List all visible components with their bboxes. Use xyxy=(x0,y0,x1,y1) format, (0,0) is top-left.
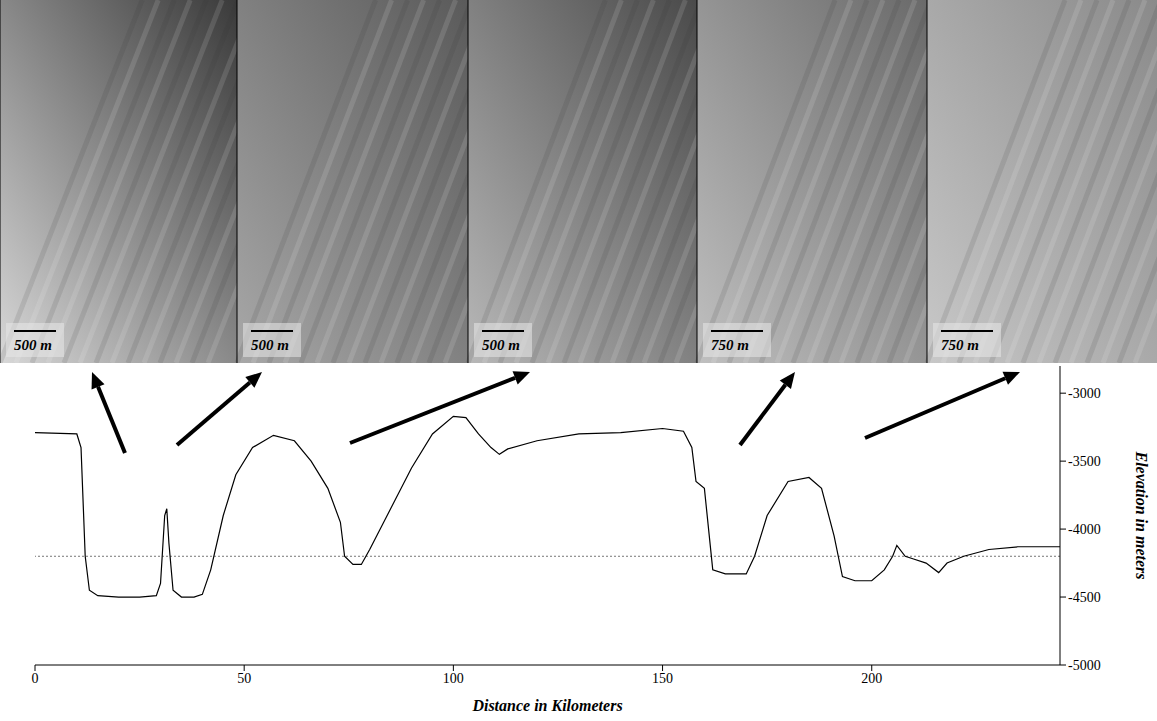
svg-text:Distance in Kilometers: Distance in Kilometers xyxy=(471,697,622,714)
svg-text:-3500: -3500 xyxy=(1068,454,1101,469)
svg-text:50: 50 xyxy=(237,671,251,686)
svg-text:-3000: -3000 xyxy=(1068,386,1101,401)
svg-text:Elevation in meters: Elevation in meters xyxy=(1133,451,1150,580)
svg-text:-4500: -4500 xyxy=(1068,590,1101,605)
svg-text:100: 100 xyxy=(443,671,464,686)
svg-text:750 m: 750 m xyxy=(711,337,749,353)
svg-text:-4000: -4000 xyxy=(1068,522,1101,537)
svg-text:150: 150 xyxy=(652,671,673,686)
svg-text:500 m: 500 m xyxy=(14,337,52,353)
svg-text:750 m: 750 m xyxy=(941,337,979,353)
svg-text:0: 0 xyxy=(32,671,39,686)
svg-text:500 m: 500 m xyxy=(251,337,289,353)
svg-text:500 m: 500 m xyxy=(482,337,520,353)
svg-text:200: 200 xyxy=(861,671,882,686)
svg-text:-5000: -5000 xyxy=(1068,658,1101,673)
